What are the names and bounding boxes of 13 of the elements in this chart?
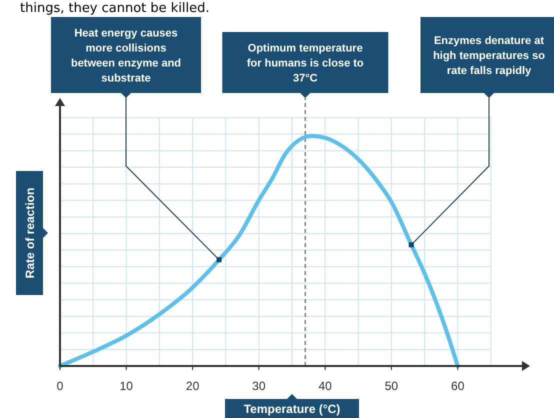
text: Optimum temperature for humans is close to 37°C [246, 42, 364, 84]
x-tick-label: 30 [252, 379, 266, 393]
x-tick-label: 60 [451, 379, 465, 393]
x-tick-label: 0 [56, 379, 64, 393]
x-tick-label: 50 [384, 379, 398, 393]
text: Heat energy causes more collisions between enzyme and substrate [70, 28, 182, 84]
text: things, they cannot be killed. [20, 1, 210, 16]
x-axis-title: Temperature (°C) [244, 402, 340, 416]
x-tick-label: 40 [318, 379, 332, 393]
x-tick-label: 20 [186, 379, 200, 393]
text: Enzymes denature at high temperatures so rate falls rapidly [433, 35, 546, 77]
x-tick-label: 10 [120, 379, 134, 393]
y-axis-title: Rate of reaction [23, 188, 37, 278]
